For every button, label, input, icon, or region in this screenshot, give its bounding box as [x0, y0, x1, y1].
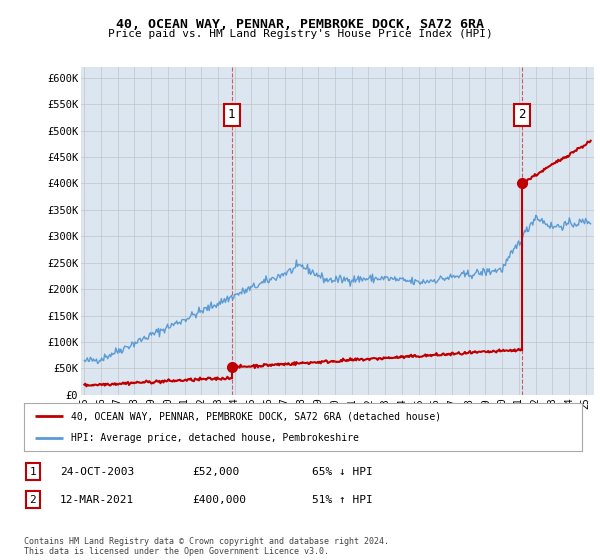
- Text: 2: 2: [518, 108, 526, 122]
- Text: 2: 2: [29, 494, 37, 505]
- Text: 65% ↓ HPI: 65% ↓ HPI: [312, 466, 373, 477]
- Text: 40, OCEAN WAY, PENNAR, PEMBROKE DOCK, SA72 6RA (detached house): 40, OCEAN WAY, PENNAR, PEMBROKE DOCK, SA…: [71, 411, 442, 421]
- Text: Price paid vs. HM Land Registry's House Price Index (HPI): Price paid vs. HM Land Registry's House …: [107, 29, 493, 39]
- Text: £52,000: £52,000: [192, 466, 239, 477]
- Text: 40, OCEAN WAY, PENNAR, PEMBROKE DOCK, SA72 6RA: 40, OCEAN WAY, PENNAR, PEMBROKE DOCK, SA…: [116, 18, 484, 31]
- Text: 1: 1: [228, 108, 235, 122]
- Text: 12-MAR-2021: 12-MAR-2021: [60, 494, 134, 505]
- Text: 51% ↑ HPI: 51% ↑ HPI: [312, 494, 373, 505]
- Text: HPI: Average price, detached house, Pembrokeshire: HPI: Average price, detached house, Pemb…: [71, 433, 359, 443]
- Text: 1: 1: [29, 466, 37, 477]
- Text: Contains HM Land Registry data © Crown copyright and database right 2024.
This d: Contains HM Land Registry data © Crown c…: [24, 536, 389, 556]
- Text: £400,000: £400,000: [192, 494, 246, 505]
- Text: 24-OCT-2003: 24-OCT-2003: [60, 466, 134, 477]
